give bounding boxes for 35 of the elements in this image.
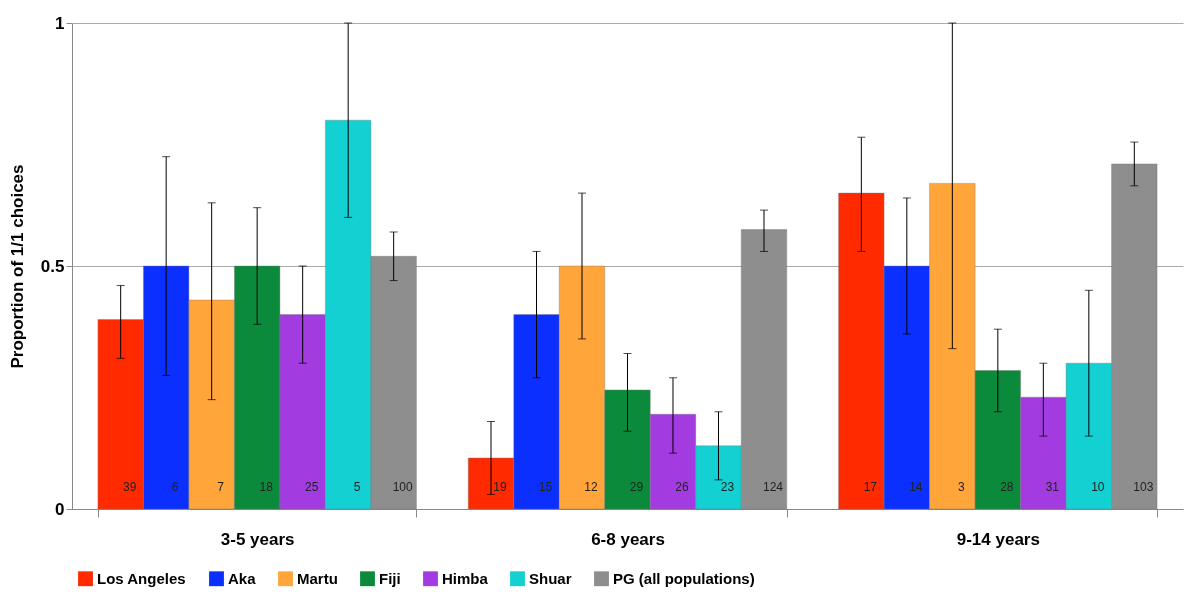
annotation: 31 bbox=[1045, 480, 1060, 495]
annotation: 10 bbox=[1091, 480, 1105, 495]
y-axis-title: Proportion of 1/1 choices bbox=[7, 164, 27, 369]
annotation: 103 bbox=[1133, 480, 1154, 495]
annotation: 12 bbox=[584, 480, 598, 495]
legend-label: Shuar bbox=[529, 569, 572, 587]
annotation: 124 bbox=[762, 480, 784, 495]
y-tick-label: 0 bbox=[55, 499, 65, 519]
y-tick-label: 0.5 bbox=[40, 256, 65, 276]
legend-label: Himba bbox=[442, 569, 489, 587]
annotation: 6 bbox=[171, 480, 179, 495]
x-tick-label: 9-14 years bbox=[956, 529, 1040, 549]
annotation: 7 bbox=[217, 480, 225, 495]
annotation: 100 bbox=[392, 480, 413, 495]
x-tick-label: 3-5 years bbox=[220, 529, 295, 549]
legend-label: PG (all populations) bbox=[613, 569, 755, 587]
annotation: 18 bbox=[259, 480, 274, 495]
annotation: 14 bbox=[909, 480, 923, 495]
annotation: 5 bbox=[353, 480, 361, 495]
annotation: 39 bbox=[122, 480, 137, 495]
legend-label: Fiji bbox=[379, 569, 401, 587]
legend-label: Aka bbox=[228, 569, 257, 587]
annotation: 19 bbox=[493, 480, 507, 495]
annotation: 17 bbox=[863, 480, 878, 495]
annotation: 25 bbox=[304, 480, 319, 495]
annotation: 29 bbox=[629, 480, 644, 495]
x-tick-label: 6-8 years bbox=[591, 529, 665, 549]
legend-label: Los Angeles bbox=[97, 569, 186, 587]
legend-label: Martu bbox=[297, 569, 338, 587]
y-tick-label: 1 bbox=[55, 13, 65, 33]
annotation: 26 bbox=[675, 480, 689, 495]
annotation: 15 bbox=[538, 480, 553, 495]
annotation: 3 bbox=[957, 480, 965, 495]
annotation: 28 bbox=[1000, 480, 1014, 495]
annotation: 23 bbox=[720, 480, 735, 495]
